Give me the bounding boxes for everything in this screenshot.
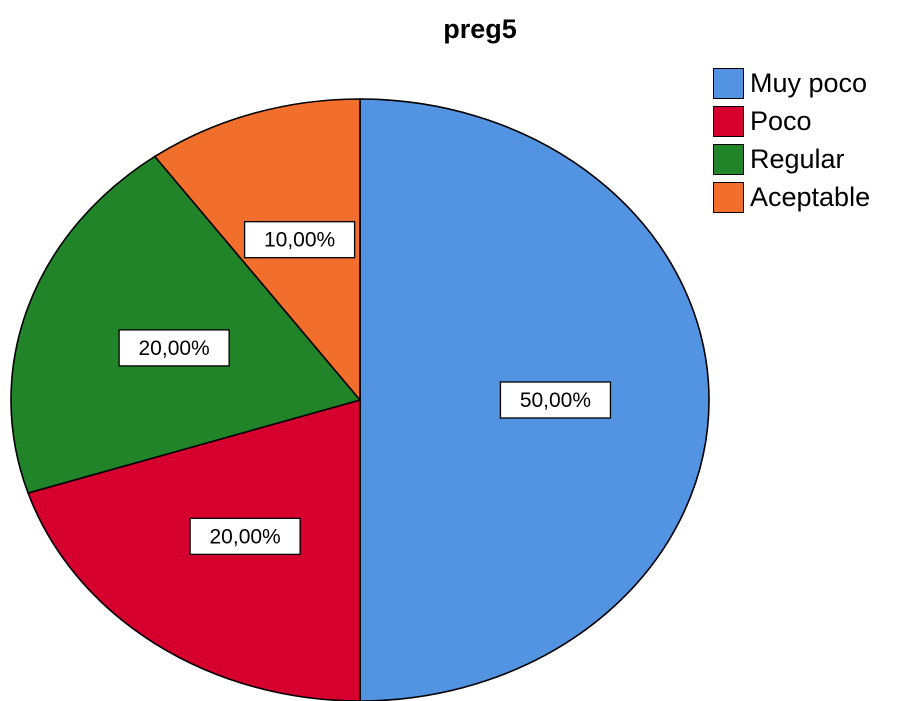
legend-item-muy-poco: Muy poco (713, 64, 870, 102)
legend-label: Muy poco (750, 67, 868, 98)
pie-data-labels: 50,00% 20,00% 20,00% 10,00% (118, 221, 612, 556)
pie-slice-regular (10, 155, 362, 494)
svg-text:10,00%: 10,00% (264, 229, 335, 252)
svg-text:20,00%: 20,00% (210, 525, 281, 548)
legend-item-poco: Poco (713, 102, 870, 140)
legend: Muy poco Poco Regular Aceptable (713, 64, 870, 216)
legend-swatch (713, 181, 744, 213)
legend-swatch (713, 105, 744, 137)
svg-text:20,00%: 20,00% (139, 337, 210, 360)
data-label-aceptable: 10,00% (243, 221, 356, 259)
legend-item-aceptable: Aceptable (713, 178, 870, 216)
legend-swatch (713, 67, 744, 99)
legend-label: Aceptable (750, 181, 871, 212)
data-label-poco: 20,00% (189, 517, 301, 556)
chart-title: preg5 (443, 14, 517, 44)
data-label-muy-poco: 50,00% (499, 381, 612, 419)
legend-label: Poco (750, 105, 812, 136)
legend-swatch (713, 143, 744, 175)
legend-item-regular: Regular (713, 140, 870, 178)
svg-text:50,00%: 50,00% (520, 389, 591, 412)
legend-label: Regular (750, 143, 845, 174)
data-label-regular: 20,00% (118, 329, 230, 367)
